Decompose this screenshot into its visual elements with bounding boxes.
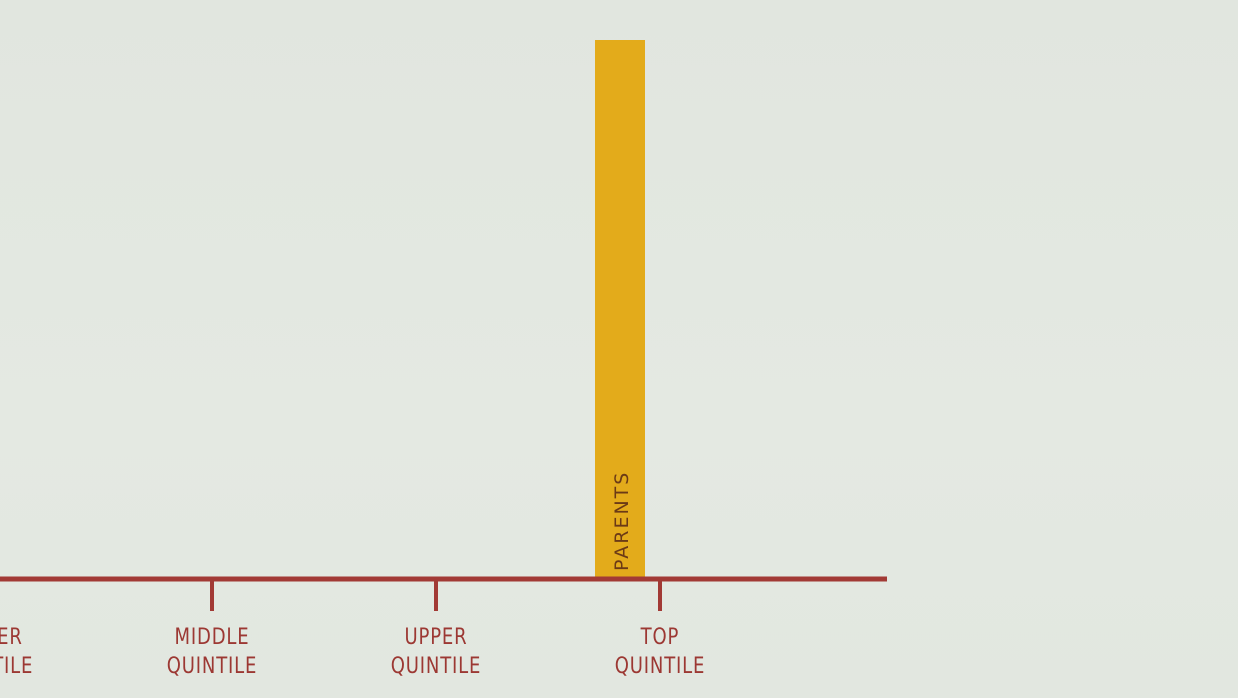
x-tick-label-3-line-1: QUINTILE bbox=[615, 652, 706, 678]
x-tick-label-0-line-1: QUINTILE bbox=[0, 652, 33, 678]
x-tick-label-0-line-0: LOWER bbox=[0, 623, 23, 649]
bar-label-parents: PARENTS bbox=[611, 471, 633, 571]
x-tick-label-1-line-0: MIDDLE bbox=[174, 623, 249, 649]
x-tick-label-1-line-1: QUINTILE bbox=[167, 652, 258, 678]
x-tick-label-2-line-0: UPPER bbox=[405, 623, 468, 649]
x-tick-label-3-line-0: TOP bbox=[640, 623, 679, 649]
x-tick-label-2-line-1: QUINTILE bbox=[391, 652, 482, 678]
bar-parents-3 bbox=[595, 40, 645, 579]
